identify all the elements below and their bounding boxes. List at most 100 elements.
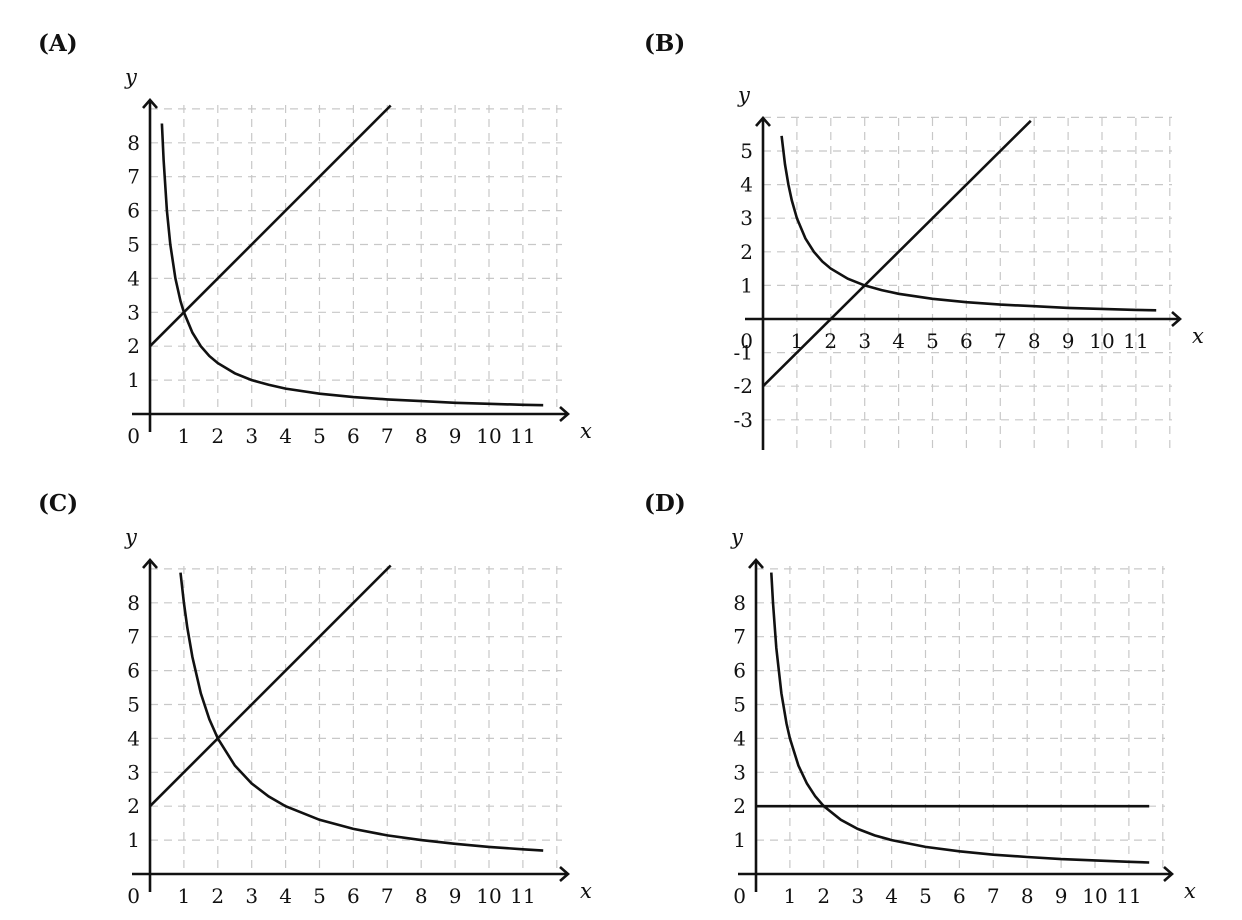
x-tick-label: 11 [1116,884,1141,908]
x-tick-label: 9 [1055,884,1068,908]
y-tick-label: 7 [127,625,140,649]
y-axis-arrow [748,558,764,569]
y-axis-label: y [737,83,751,107]
x-axis-label: x [1184,879,1196,903]
x-tick-label: 8 [1028,329,1041,353]
x-tick-label: 8 [1021,884,1034,908]
y-tick-label: 3 [127,760,140,784]
origin-label: 0 [740,329,753,353]
x-tick-label: 5 [313,424,326,448]
series-line [149,104,392,348]
x-tick-label: 4 [885,884,898,908]
x-tick-label: 7 [994,329,1007,353]
y-axis-arrow [142,98,158,109]
x-tick-label: 2 [824,329,837,353]
y-tick-label: 8 [127,591,140,615]
x-tick-label: 1 [784,884,797,908]
y-axis-label: y [124,65,138,89]
x-tick-label: 1 [791,329,804,353]
x-tick-label: 3 [245,424,258,448]
x-tick-label: 4 [279,424,292,448]
y-tick-label: 3 [740,206,753,230]
x-tick-label: 6 [347,884,360,908]
x-tick-label: 7 [381,424,394,448]
series-curve [770,572,1150,864]
x-tick-label: 10 [1089,329,1114,353]
origin-label: 0 [127,424,140,448]
series-curve [179,572,544,852]
y-tick-label: 4 [740,173,753,197]
x-tick-label: 11 [1123,329,1148,353]
y-tick-label: 6 [733,659,746,683]
x-tick-label: 7 [381,884,394,908]
y-tick-label: 6 [127,199,140,223]
y-tick-label: -3 [734,408,753,432]
x-tick-label: 11 [510,424,535,448]
y-tick-label: 2 [127,334,140,358]
x-tick-label: 3 [245,884,258,908]
x-axis-label: x [580,419,592,443]
series-curve [160,123,544,407]
y-tick-label: 7 [733,625,746,649]
x-tick-label: 2 [211,424,224,448]
y-tick-label: 4 [733,726,746,750]
x-tick-label: 7 [987,884,1000,908]
grid [763,116,1172,450]
y-tick-label: 5 [127,233,140,257]
x-tick-label: 11 [510,884,535,908]
x-tick-label: 6 [960,329,973,353]
y-axis-arrow [142,558,158,569]
x-tick-label: 2 [817,884,830,908]
origin-label: 0 [733,884,746,908]
y-tick-label: 2 [127,794,140,818]
y-tick-label: 3 [733,760,746,784]
panel-label-b: (B) [644,30,686,57]
x-tick-label: 6 [347,424,360,448]
x-tick-label: 8 [415,424,428,448]
origin-label: 0 [127,884,140,908]
x-tick-label: 9 [1062,329,1075,353]
y-tick-label: 4 [127,266,140,290]
y-tick-label: 6 [127,659,140,683]
y-axis-label: y [124,525,138,549]
y-tick-label: 8 [127,131,140,155]
y-tick-label: 5 [740,139,753,163]
x-tick-label: 4 [892,329,905,353]
y-tick-label: 2 [740,240,753,264]
panel-label-a: (A) [38,30,78,57]
y-tick-label: 5 [733,693,746,717]
y-axis-label: y [730,525,744,549]
x-tick-label: 9 [449,424,462,448]
y-tick-label: 1 [733,828,746,852]
y-tick-label: 5 [127,693,140,717]
x-tick-label: 3 [858,329,871,353]
x-axis-arrow [1163,866,1174,882]
x-tick-label: 5 [926,329,939,353]
x-tick-label: 10 [1082,884,1107,908]
y-tick-label: -2 [734,374,753,398]
grid [150,105,562,414]
x-tick-label: 1 [178,884,191,908]
grid [150,566,562,874]
x-tick-label: 9 [449,884,462,908]
y-axis-arrow [755,116,771,127]
grid [756,566,1165,874]
x-tick-label: 3 [851,884,864,908]
panel-label-c: (C) [38,490,79,517]
y-tick-label: 1 [127,828,140,852]
y-tick-label: 2 [733,794,746,818]
x-axis-arrow [559,406,570,422]
x-tick-label: 1 [178,424,191,448]
series-line [762,119,1032,388]
x-tick-label: 10 [476,424,501,448]
y-tick-label: 1 [127,368,140,392]
y-tick-label: -1 [734,341,753,365]
y-tick-label: 7 [127,165,140,189]
x-tick-label: 2 [211,884,224,908]
x-axis-label: x [1192,324,1204,348]
series-line [149,564,392,808]
